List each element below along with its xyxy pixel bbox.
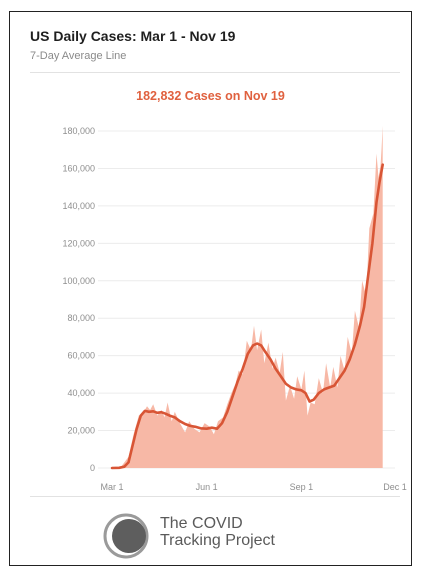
- logo-wordmark: The COVID Tracking Project: [160, 515, 275, 549]
- y-tick-label: 160,000: [62, 163, 95, 173]
- footer-divider: [30, 496, 400, 497]
- y-tick-label: 180,000: [62, 126, 95, 136]
- y-tick-label: 100,000: [62, 276, 95, 286]
- header-divider: [30, 72, 400, 73]
- x-tick-label: Sep 1: [290, 482, 314, 492]
- y-axis-ticks: 0 20,000 40,000 60,000 80,000 100,000 120,000 1…: [62, 126, 95, 473]
- x-axis-ticks: Mar 1 Jun 1 Sep 1 Dec 1: [100, 482, 406, 492]
- chart-title: US Daily Cases: Mar 1 - Nov 19: [30, 28, 236, 44]
- y-tick-label: 0: [90, 463, 95, 473]
- y-tick-label: 60,000: [67, 351, 95, 361]
- x-tick-label: Jun 1: [196, 482, 218, 492]
- chart-subtitle: 7-Day Average Line: [30, 50, 127, 62]
- covid-tracking-project-logo-icon: [103, 513, 149, 559]
- latest-cases-callout: 182,832 Cases on Nov 19: [136, 89, 285, 103]
- x-tick-label: Dec 1: [383, 482, 407, 492]
- chart-card: [9, 11, 412, 566]
- y-tick-label: 140,000: [62, 201, 95, 211]
- x-tick-label: Mar 1: [100, 482, 123, 492]
- seven-day-average-line: [110, 163, 384, 470]
- y-tick-label: 40,000: [67, 388, 95, 398]
- y-tick-label: 20,000: [67, 426, 95, 436]
- logo-line-2: Tracking Project: [160, 532, 275, 549]
- y-tick-label: 80,000: [67, 313, 95, 323]
- y-tick-label: 120,000: [62, 238, 95, 248]
- logo-line-1: The COVID: [160, 515, 243, 532]
- daily-cases-area: [112, 125, 383, 468]
